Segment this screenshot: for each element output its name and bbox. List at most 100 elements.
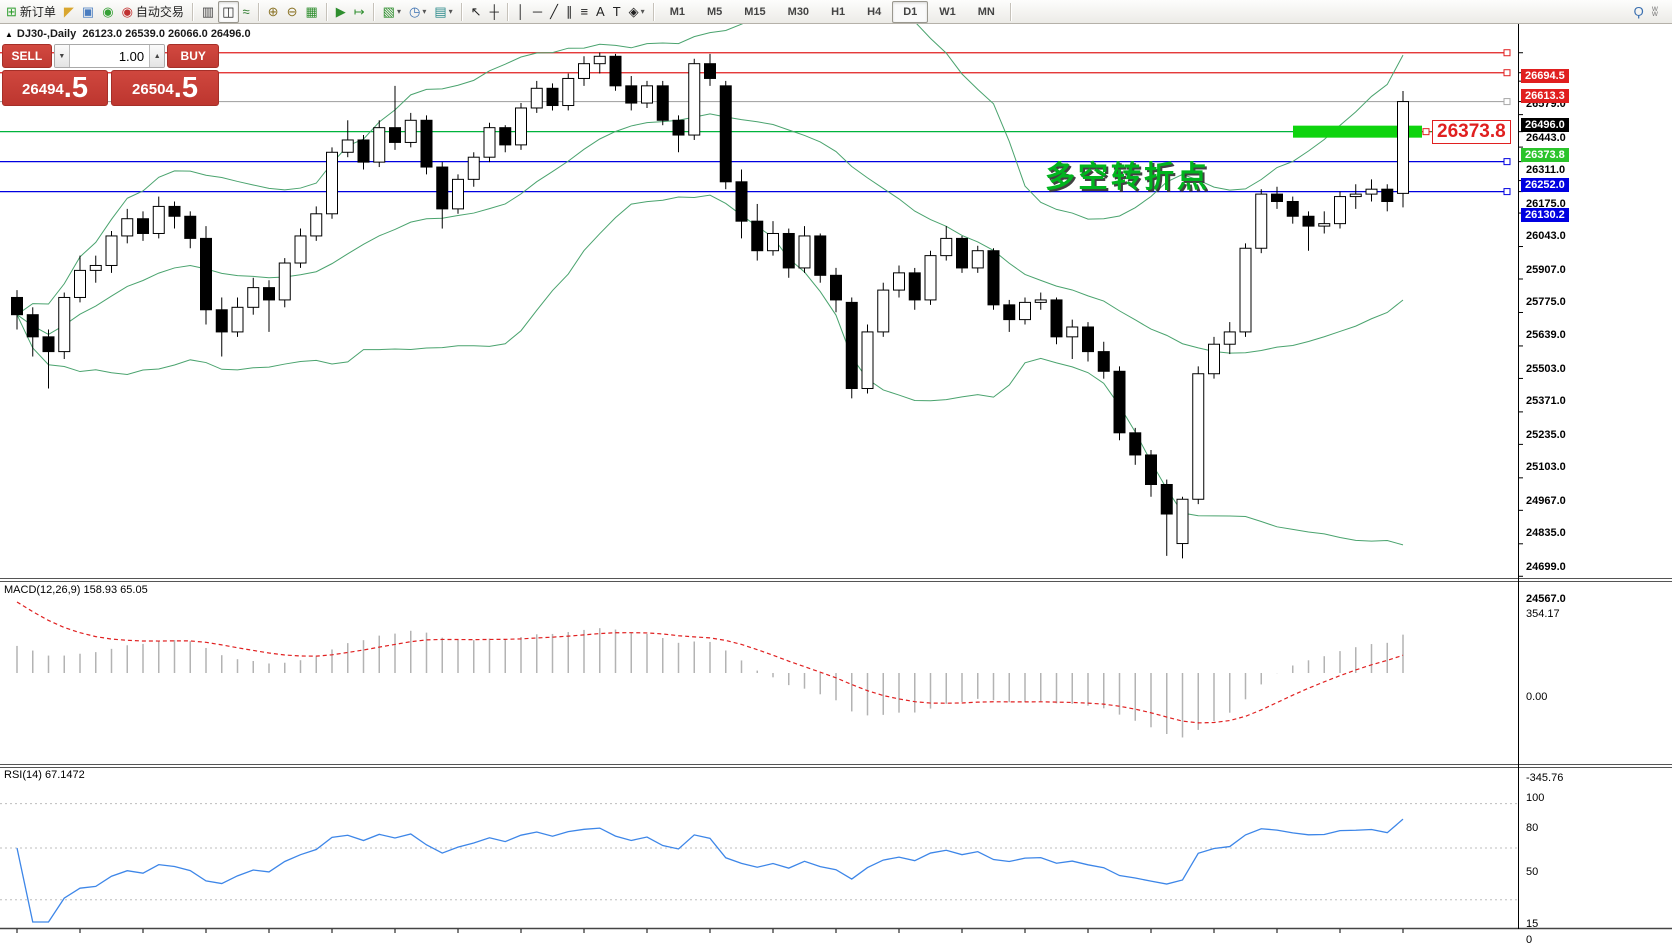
periods-button[interactable]: ◷ ▾ — [405, 1, 430, 23]
volume-value[interactable]: 1.00 — [69, 45, 150, 67]
tf-h4-button[interactable]: H4 — [856, 1, 892, 23]
one-click-trading-panel: SELL ▼ 1.00 ▲ BUY 26494.5 26504.5 — [2, 44, 220, 106]
search-icon: Ϙ — [1633, 3, 1644, 19]
signals-button[interactable]: ◉ — [98, 1, 117, 23]
candle-body — [436, 166, 449, 210]
zone-price-label[interactable]: 26373.8 — [1432, 119, 1511, 144]
zoom-in-button[interactable]: ⊕ — [264, 1, 283, 23]
search-button[interactable]: Ϙ — [1630, 1, 1648, 23]
equidistant-channel-button[interactable]: ∥ — [562, 1, 577, 23]
tf-m30-button[interactable]: M30 — [777, 1, 820, 23]
candle-body — [987, 250, 1000, 306]
cursor-icon: ↖ — [470, 3, 482, 19]
candle-body — [861, 331, 874, 390]
volume-down-button[interactable]: ▼ — [54, 45, 70, 67]
fibonacci-button[interactable]: ≡ — [576, 1, 592, 23]
line-handle[interactable] — [1503, 69, 1511, 77]
ask-pips: .5 — [173, 72, 198, 104]
tf-h1-button[interactable]: H1 — [820, 1, 856, 23]
arrows-button[interactable]: ◈ ▾ — [625, 1, 649, 23]
bar-chart-icon: ▥ — [201, 3, 215, 19]
line-chart-button[interactable]: ≈ — [239, 1, 254, 23]
candle-body — [814, 235, 827, 276]
tf-m1-button[interactable]: M1 — [659, 1, 696, 23]
candle-body — [971, 250, 984, 269]
arrows-icon: ◈ — [628, 3, 639, 19]
highlight-zone[interactable] — [1293, 125, 1422, 138]
zoom-out-button[interactable]: ⊖ — [283, 1, 302, 23]
sell-button[interactable]: SELL — [2, 44, 52, 68]
macd-signal-line — [16, 601, 1404, 724]
candlestick-chart-button[interactable]: ◫ — [218, 0, 239, 23]
rsi-axis-label: 50 — [1526, 866, 1539, 878]
candle-body — [656, 85, 669, 121]
autotrading-icon: ◉ — [121, 3, 133, 19]
candle-body — [1349, 193, 1362, 198]
macd-axis-label: -345.76 — [1526, 772, 1564, 785]
price-tick-label: 24835.0 — [1526, 527, 1566, 540]
tf-d1-button[interactable]: D1 — [892, 0, 929, 23]
line-handle[interactable] — [1503, 158, 1511, 166]
line-handle[interactable] — [1503, 188, 1511, 196]
indicators-button[interactable]: ▧ ▾ — [379, 1, 405, 23]
tf-m5-button[interactable]: M5 — [696, 1, 733, 23]
cursor-button[interactable]: ↖ — [467, 1, 486, 23]
tf-mn-button[interactable]: MN — [967, 1, 1006, 23]
macd-axis-label: 354.17 — [1526, 608, 1560, 620]
candle-body — [798, 235, 811, 269]
candle-body — [467, 156, 480, 180]
chevron-down-icon[interactable]: ▾ — [422, 7, 427, 16]
candle-body — [137, 218, 149, 234]
candle-body — [530, 87, 543, 109]
candle-body — [404, 119, 417, 143]
price-tick-label: 25639.0 — [1526, 329, 1566, 342]
chevron-down-icon[interactable]: ▾ — [448, 7, 453, 16]
candle-body — [1255, 193, 1268, 249]
templates-button[interactable]: ▤ ▾ — [430, 1, 456, 23]
chat-button[interactable]: ʬ — [1648, 1, 1662, 23]
volume-stepper[interactable]: ▼ 1.00 ▲ — [53, 44, 166, 68]
candle-body — [58, 296, 71, 353]
chart-shift-button[interactable]: ↦ — [350, 1, 369, 23]
candle-body — [593, 55, 606, 65]
toolbar-group: ↖ ┼ — [467, 1, 503, 23]
rsi-axis-label: 15 — [1526, 917, 1539, 930]
candle-body — [1113, 370, 1126, 434]
tf-h1-label: H1 — [831, 5, 846, 18]
text-label-button[interactable]: T — [609, 1, 625, 23]
vertical-line-button[interactable]: │ — [513, 1, 529, 23]
bid-price[interactable]: 26494.5 — [2, 70, 108, 106]
candle-body — [845, 301, 858, 390]
buy-button[interactable]: BUY — [167, 44, 220, 68]
symbol-ohlc: 26123.0 26539.0 26066.0 26496.0 — [82, 28, 251, 40]
crosshair-button[interactable]: ┼ — [486, 1, 503, 23]
price-tick-label: 25503.0 — [1526, 362, 1566, 375]
new-order-button[interactable]: ⊞ 新订单 — [2, 1, 60, 23]
text-button[interactable]: A — [592, 1, 609, 23]
tf-w1-button[interactable]: W1 — [928, 1, 967, 23]
trendline-button[interactable]: ╱ — [546, 1, 562, 23]
candle-body — [294, 235, 307, 264]
tf-m15-button[interactable]: M15 — [733, 1, 776, 23]
symbol-marker-icon: ▲ — [5, 30, 13, 39]
zone-handle[interactable] — [1422, 128, 1430, 136]
candle-body — [231, 306, 244, 333]
line-handle[interactable] — [1503, 49, 1511, 57]
megaphone-button[interactable]: ◤ — [60, 1, 78, 23]
rsi-axis-label: 80 — [1526, 821, 1539, 834]
candle-body — [168, 205, 181, 217]
turning-point-annotation[interactable]: 多空转折点 — [1045, 161, 1210, 194]
tile-windows-button[interactable]: ▦ — [301, 1, 321, 23]
autotrading-button[interactable]: ◉ 自动交易 — [118, 1, 188, 23]
candle-body — [609, 55, 622, 87]
line-handle[interactable] — [1503, 98, 1511, 106]
auto-scroll-button[interactable]: ▶ — [332, 1, 350, 23]
community-button[interactable]: ▣ — [78, 1, 98, 23]
volume-up-button[interactable]: ▲ — [149, 45, 165, 67]
toolbar-group: ▧ ▾ ◷ ▾ ▤ ▾ — [379, 1, 457, 23]
chevron-down-icon[interactable]: ▾ — [640, 7, 645, 16]
horizontal-line-button[interactable]: ─ — [529, 1, 546, 23]
ask-price[interactable]: 26504.5 — [111, 70, 219, 106]
bar-chart-button[interactable]: ▥ — [198, 1, 218, 23]
chevron-down-icon[interactable]: ▾ — [396, 7, 401, 16]
